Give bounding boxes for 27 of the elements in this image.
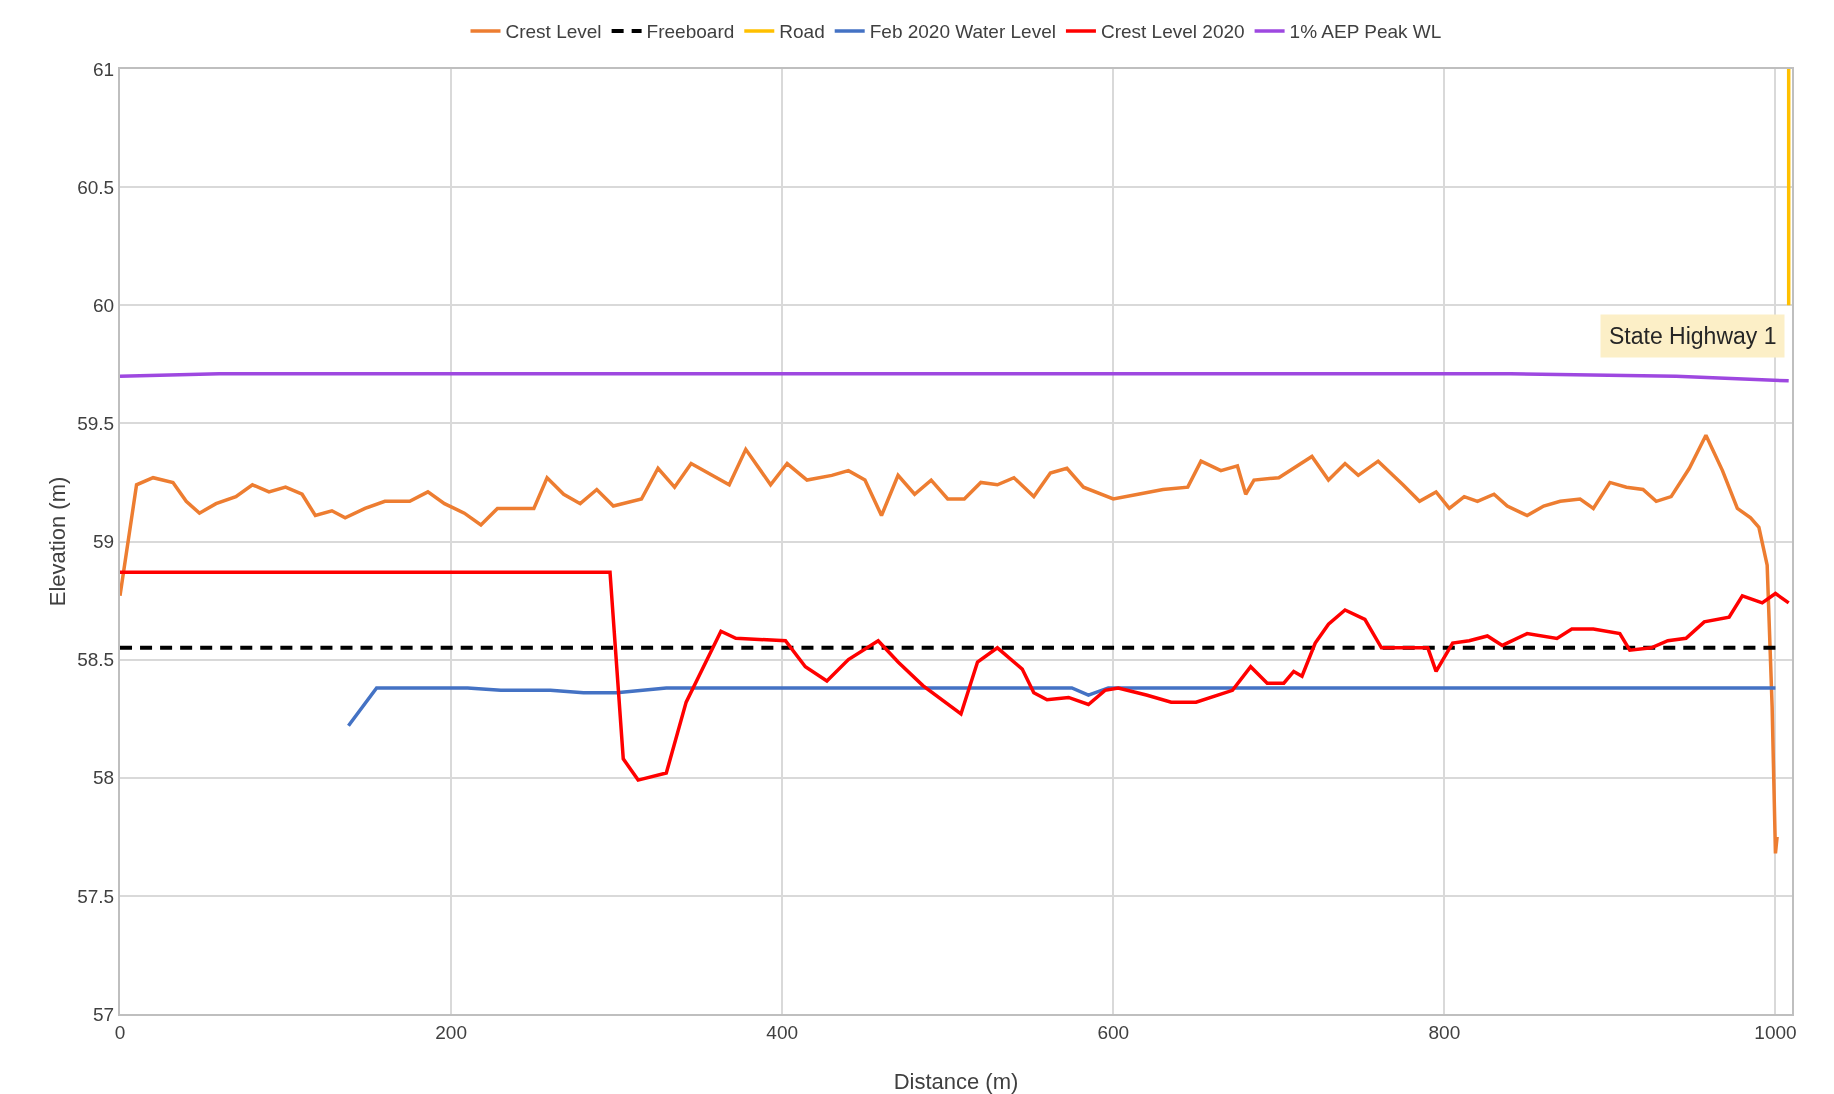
y-tick-label: 61 [93, 58, 115, 80]
y-tick-label: 57 [93, 1003, 115, 1025]
legend-label: 1% AEP Peak WL [1289, 21, 1442, 43]
legend-label: Crest Level [505, 21, 602, 43]
legend-label: Road [779, 21, 825, 43]
y-tick-label: 58.5 [77, 649, 115, 671]
y-tick-label: 58 [93, 767, 115, 789]
line-series [120, 433, 1779, 856]
line-series [346, 686, 1778, 728]
y-tick-label: 60.5 [77, 176, 115, 198]
x-tick-label: 800 [1428, 1021, 1461, 1043]
legend-label: Freeboard [646, 21, 735, 43]
x-tick-label: 600 [1097, 1021, 1130, 1043]
y-tick-label: 59 [93, 531, 115, 553]
y-axis-title: Elevation (m) [45, 476, 70, 607]
y-tick-label: 60 [93, 294, 115, 316]
y-tick-label: 59.5 [77, 413, 115, 435]
x-tick-label: 1000 [1754, 1021, 1797, 1043]
line-series [120, 570, 1791, 782]
legend-label: Feb 2020 Water Level [869, 21, 1056, 43]
legend-label: Crest Level 2020 [1100, 21, 1245, 43]
x-tick-label: 200 [435, 1021, 467, 1043]
x-tick-label: 0 [114, 1021, 126, 1043]
x-axis-title: Distance (m) [893, 1069, 1019, 1094]
x-tick-label: 400 [766, 1021, 799, 1043]
annotation: State Highway 1 [1609, 323, 1777, 349]
y-tick-label: 57.5 [77, 885, 115, 907]
